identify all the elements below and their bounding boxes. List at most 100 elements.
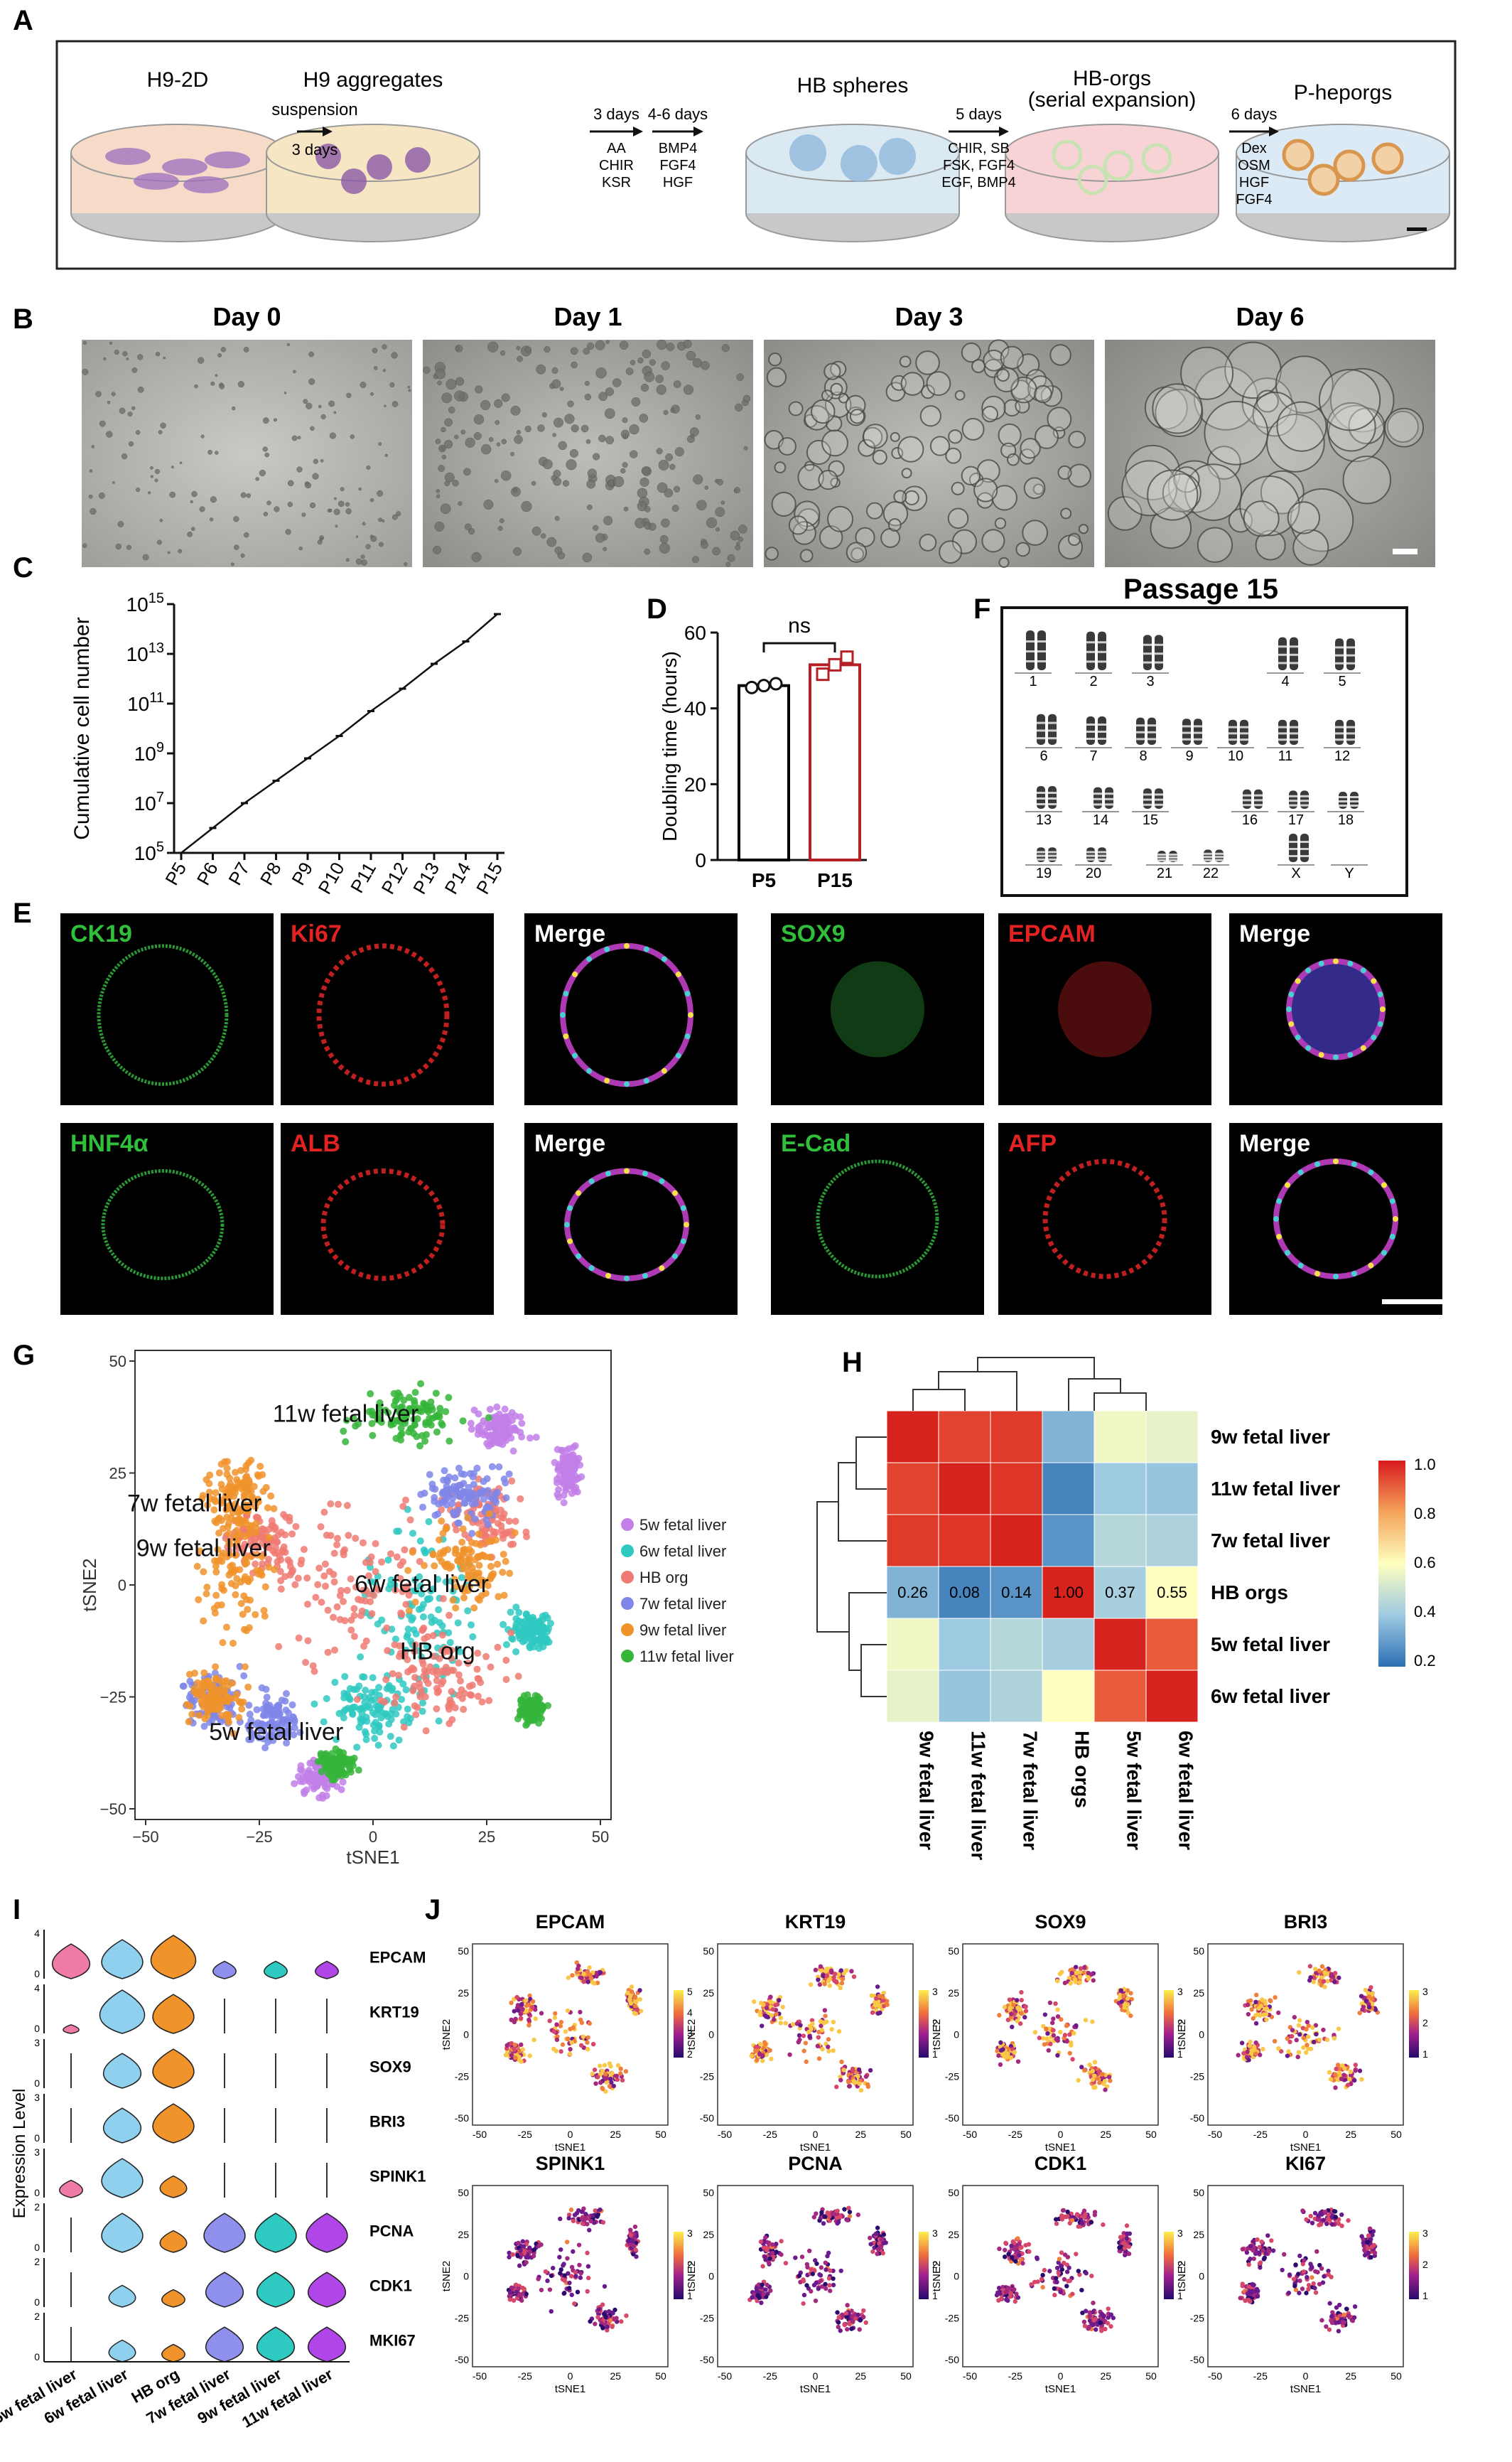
cell-sphere xyxy=(595,367,607,379)
cell-sphere xyxy=(1000,345,1024,370)
violin-tick: 2 xyxy=(34,2311,40,2322)
cell-point xyxy=(1332,1979,1337,1984)
cell-point xyxy=(820,2046,825,2052)
cell-point xyxy=(1022,2014,1027,2020)
channel-label: SOX9 xyxy=(781,920,846,947)
cell-point xyxy=(558,1446,566,1454)
chromosome-band xyxy=(1339,800,1347,802)
cell-point xyxy=(523,1998,529,2003)
cell-point xyxy=(1077,1980,1083,1985)
cell-point xyxy=(324,1648,332,1656)
cell-sphere xyxy=(584,393,592,401)
cell-point xyxy=(1015,2018,1020,2023)
cell-sphere xyxy=(1147,469,1199,521)
chromosome-band xyxy=(1098,851,1106,854)
cell-point xyxy=(833,1979,839,1985)
stain-ring xyxy=(1042,1159,1167,1279)
chromosome-band xyxy=(1350,800,1359,802)
cell-point xyxy=(486,1405,494,1413)
merge-nucleus xyxy=(1276,1198,1282,1204)
cell-sphere xyxy=(158,430,163,435)
chromosome-band xyxy=(1290,645,1298,648)
cell-point xyxy=(392,1586,399,1594)
heatmap-cell xyxy=(1094,1618,1147,1671)
cell-point xyxy=(1263,2011,1269,2017)
y-axis-label: Doubling time (hours) xyxy=(659,651,681,842)
cell-point xyxy=(608,2076,613,2082)
cell-point xyxy=(212,1675,220,1682)
cell-sphere xyxy=(293,370,296,374)
cell-sphere xyxy=(117,521,124,527)
cell-point xyxy=(362,1597,369,1605)
cell-sphere xyxy=(142,554,149,561)
cell-point xyxy=(554,2037,560,2043)
cell-point xyxy=(347,1626,355,1634)
chromosome-band xyxy=(1335,654,1344,657)
cell-sphere xyxy=(454,434,459,439)
cell-point xyxy=(565,2036,571,2041)
cell-sphere xyxy=(996,368,1010,382)
cell-sphere xyxy=(598,434,606,443)
chromosome-band xyxy=(1228,732,1237,735)
chromosome-band xyxy=(1037,640,1046,643)
colorbar-label: 0.4 xyxy=(1414,1603,1436,1620)
merge-nucleus xyxy=(605,1171,612,1177)
cell-point xyxy=(362,1731,370,1738)
cell-point xyxy=(439,1530,447,1537)
cell-point xyxy=(482,1652,490,1660)
cell-point xyxy=(1308,2046,1314,2051)
cell-point xyxy=(632,1995,638,2000)
cell-sphere xyxy=(973,478,998,502)
violin-tick: 0 xyxy=(34,2187,40,2198)
cell-sphere xyxy=(571,424,579,433)
data-point xyxy=(840,650,854,665)
cell-sphere xyxy=(111,392,116,397)
cell-sphere xyxy=(686,350,696,361)
cell-point xyxy=(385,1684,393,1692)
colorbar-label: 0.2 xyxy=(1414,1652,1436,1670)
cell-point xyxy=(1008,2005,1012,2011)
colorbar-label: 2 xyxy=(1422,2017,1428,2028)
chromosome-band xyxy=(1182,725,1191,728)
cell-point xyxy=(1336,2026,1341,2031)
cell-point xyxy=(1103,2087,1108,2092)
cell-point xyxy=(466,1495,474,1503)
fluorescence-image xyxy=(524,1123,738,1315)
brightfield-image xyxy=(1105,340,1435,567)
violin xyxy=(152,1994,195,2034)
cell-point xyxy=(563,2029,568,2034)
cell-sphere xyxy=(301,512,306,517)
cell-point xyxy=(439,1595,447,1603)
cell-point xyxy=(558,2019,564,2025)
cell-point xyxy=(416,1537,424,1545)
cell-sphere xyxy=(735,403,743,412)
cell-sphere xyxy=(1125,444,1181,500)
x-tick-label: -50 xyxy=(472,2129,487,2140)
cell-point xyxy=(438,1421,446,1429)
cell-sphere xyxy=(441,454,447,460)
cell-point xyxy=(298,1557,306,1564)
violin xyxy=(205,2272,244,2308)
cell-sphere xyxy=(444,418,453,427)
cell-point xyxy=(514,1994,519,2000)
colorbar-label: 4 xyxy=(687,2006,693,2018)
organoid xyxy=(1141,143,1172,174)
violin-tick: 0 xyxy=(34,2023,40,2034)
cell-point xyxy=(419,1613,427,1620)
cell-point xyxy=(571,1461,578,1469)
x-tick-label: P10 xyxy=(314,859,349,898)
cell-sphere xyxy=(131,367,138,373)
violin xyxy=(307,2326,347,2362)
cell-point xyxy=(360,1643,368,1650)
chromosome-band xyxy=(1169,859,1177,861)
cell-sphere xyxy=(199,506,205,512)
organoid xyxy=(1077,164,1108,195)
cell-point xyxy=(406,1714,414,1722)
cell-point xyxy=(1286,2049,1291,2054)
chromosome-band xyxy=(1289,804,1297,807)
cell-point xyxy=(384,1647,392,1655)
stain-ring xyxy=(816,1159,939,1279)
merge-nucleus xyxy=(1276,1234,1282,1240)
chromosome-label: 9 xyxy=(1185,748,1193,764)
